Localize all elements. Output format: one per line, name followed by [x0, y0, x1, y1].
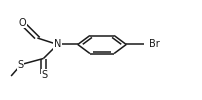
Text: Br: Br [149, 40, 160, 50]
Text: S: S [17, 60, 23, 70]
Text: O: O [18, 18, 26, 28]
Text: N: N [54, 40, 61, 50]
Text: S: S [41, 70, 47, 80]
